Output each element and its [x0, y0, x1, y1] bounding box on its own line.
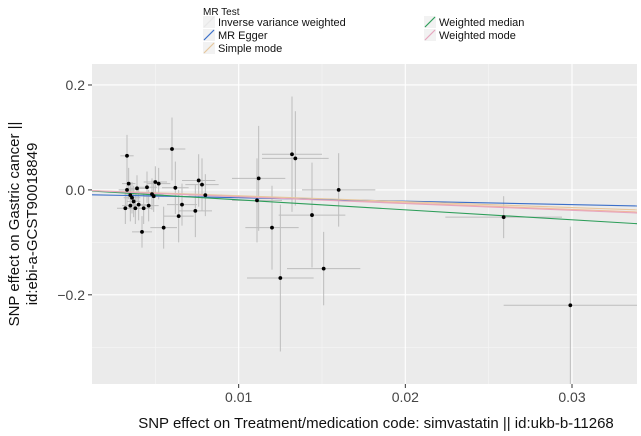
- legend-item-simple-mode: Simple mode: [203, 42, 282, 55]
- legend-label: Weighted mode: [439, 30, 516, 42]
- data-point: [200, 182, 204, 187]
- fit-line-simple-mode: [91, 190, 638, 211]
- x-tick-label: 0.03: [558, 389, 585, 405]
- y-axis-title-line2: id:ebi-a-GCST90018849: [24, 143, 41, 306]
- data-point: [278, 276, 283, 280]
- data-point: [290, 152, 294, 157]
- data-point: [145, 185, 149, 190]
- data-points: [123, 147, 573, 308]
- data-point: [130, 195, 134, 200]
- data-point: [310, 213, 314, 217]
- data-point: [151, 194, 156, 199]
- legend-key-line: [203, 42, 215, 54]
- data-point: [135, 186, 139, 191]
- fit-line-weighted-median: [91, 190, 638, 225]
- legend-key-line: [203, 29, 215, 41]
- y-axis-ticks: 0.2 0.0 −0.2: [57, 77, 92, 303]
- data-point: [321, 266, 326, 271]
- y-tick-label: 0.2: [66, 77, 86, 93]
- data-point: [126, 181, 131, 186]
- legend-item-weighted-mode: Weighted mode: [424, 29, 516, 42]
- mr-fit-lines: [91, 190, 638, 225]
- legend-title: MR Test: [203, 7, 240, 18]
- data-point: [336, 188, 341, 192]
- legend-item-weighted-median: Weighted median: [424, 16, 524, 29]
- data-point: [180, 202, 184, 207]
- x-axis-title: SNP effect on Treatment/medication code:…: [138, 415, 614, 432]
- data-point: [170, 147, 174, 151]
- legend-key-line: [424, 29, 436, 41]
- data-point: [270, 225, 274, 230]
- data-point: [173, 185, 178, 190]
- legend-label: Simple mode: [218, 43, 282, 55]
- data-point: [141, 206, 146, 211]
- data-point: [156, 181, 161, 186]
- data-point: [193, 208, 198, 213]
- grid-minor: [92, 64, 637, 384]
- legend-label: MR Egger: [218, 30, 268, 42]
- data-point: [153, 180, 158, 184]
- data-point: [146, 203, 151, 208]
- legend-label: Weighted median: [439, 17, 524, 29]
- x-tick-label: 0.02: [392, 389, 419, 405]
- data-point: [136, 202, 141, 207]
- plot-panel: [92, 64, 637, 384]
- y-tick-label: −0.2: [57, 287, 85, 303]
- data-point: [125, 188, 129, 192]
- data-point: [140, 229, 144, 234]
- fit-line-weighted-mode: [91, 190, 638, 214]
- data-point: [131, 199, 136, 204]
- legend-key-line: [203, 16, 215, 28]
- data-point: [203, 193, 208, 198]
- y-tick-label: 0.0: [66, 182, 86, 198]
- legend-key-line: [424, 16, 436, 28]
- legend-label: Inverse variance weighted: [218, 17, 346, 29]
- data-point: [256, 176, 261, 181]
- data-point: [501, 215, 506, 220]
- data-point: [133, 206, 138, 211]
- data-point: [176, 214, 181, 219]
- data-point: [128, 203, 133, 208]
- data-point: [161, 225, 166, 230]
- legend-item-inverse-variance-weighted: Inverse variance weighted: [203, 16, 346, 29]
- data-point: [255, 198, 259, 203]
- data-point: [125, 153, 129, 158]
- data-point: [568, 303, 573, 308]
- data-point: [123, 206, 128, 211]
- data-point: [293, 156, 298, 161]
- x-tick-label: 0.01: [225, 389, 252, 405]
- data-point: [196, 178, 201, 183]
- x-axis-ticks: 0.01 0.02 0.03: [225, 384, 586, 405]
- y-axis-title-line1: SNP effect on Gastric cancer ||: [6, 122, 23, 327]
- legend-item-mr-egger: MR Egger: [203, 29, 268, 42]
